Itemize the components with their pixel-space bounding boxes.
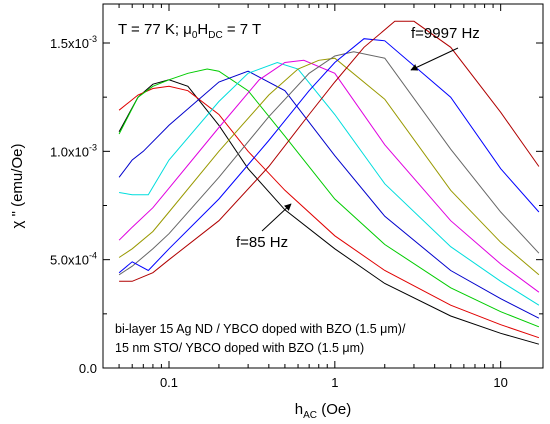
- x-axis-title: hAC (Oe): [295, 401, 351, 421]
- sample-description-line-1: bi-layer 15 Ag ND / YBCO doped with BZO …: [115, 322, 406, 336]
- x-tick-label: 0.1: [160, 375, 178, 390]
- condition-label: T = 77 K; μ0HDC = 7 T: [118, 21, 261, 41]
- y-axis-title: χ " (emu/Oe): [9, 144, 26, 229]
- tick-layer: 0.1 1 10 0.0 5.0x10-4 1.0x10-3 1.5x10-3: [50, 4, 543, 390]
- series-line-9: [118, 38, 540, 274]
- x-tick-label: 10: [493, 375, 507, 390]
- frequency-high-arrow: [410, 47, 459, 71]
- series-line-8: [118, 51, 540, 276]
- series-line-2: [118, 85, 540, 339]
- x-tick-label: 1: [331, 375, 338, 390]
- series-line-6: [118, 59, 540, 293]
- y-tick-label: 0.0: [79, 361, 97, 376]
- y-tick-label: 5.0x10-4: [50, 251, 97, 268]
- frequency-low-label: f=85 Hz: [236, 234, 288, 251]
- series-line-7: [118, 57, 540, 276]
- plot-frame: [102, 3, 544, 369]
- frequency-high-label: f=9997 Hz: [411, 25, 480, 42]
- sample-description-line-2: 15 nm STO/ YBCO doped with BZO (1.5 μm): [115, 341, 364, 355]
- series-layer: [118, 20, 540, 345]
- frequency-low-arrow: [261, 203, 292, 232]
- series-line-10: [119, 20, 540, 282]
- y-tick-label: 1.0x10-3: [50, 142, 97, 159]
- series-line-1: [118, 79, 540, 345]
- series-line-3: [118, 68, 540, 328]
- series-line-5: [119, 61, 540, 306]
- y-tick-label: 1.5x10-3: [50, 34, 97, 51]
- series-line-4: [118, 70, 540, 319]
